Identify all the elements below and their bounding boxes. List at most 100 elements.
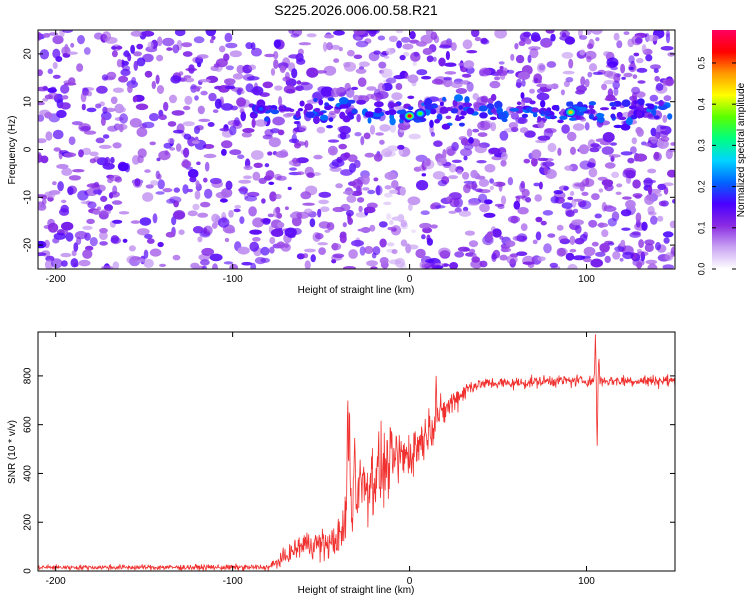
noise-blob [588,219,598,228]
noise-blob [584,122,590,131]
noise-blob [172,254,181,261]
noise-blob [643,177,653,188]
spectrogram-x-label: Height of straight line (km) [298,285,415,296]
noise-blob [635,37,643,44]
noise-blob [631,207,637,213]
noise-blob [415,248,426,259]
noise-blob [521,79,526,87]
noise-blob [369,30,379,33]
band-blob [305,111,315,118]
noise-blob [450,81,463,89]
band-blob [429,108,437,115]
noise-blob [315,70,327,74]
noise-blob [157,36,163,47]
noise-blob [622,169,632,178]
noise-blob [601,83,608,91]
noise-blob [383,201,392,206]
noise-blob [56,164,69,169]
noise-blob [347,217,354,225]
noise-blob [559,30,570,38]
noise-blob [564,165,573,171]
noise-blob [202,265,207,269]
noise-blob [516,251,528,256]
x-tick-label: 0 [407,274,413,285]
noise-blob [152,213,158,224]
band-blob [588,113,595,120]
noise-blob [110,235,120,244]
noise-blob [563,80,571,88]
noise-blob [662,231,674,238]
noise-blob [172,129,184,134]
noise-blob [187,210,198,217]
noise-blob [116,59,123,68]
noise-blob [463,180,474,184]
noise-blob [52,35,64,45]
noise-blob [331,158,345,168]
noise-blob [112,87,124,93]
band-blob [389,103,399,107]
noise-blob [299,81,310,86]
noise-blob [292,157,299,164]
noise-blob [184,77,195,83]
noise-blob [529,88,535,94]
noise-blob [556,224,564,231]
noise-blob [625,199,636,209]
noise-blob [99,231,108,241]
noise-blob [324,229,331,233]
noise-blob [219,198,228,203]
noise-blob [61,95,69,100]
noise-blob [44,112,53,119]
band-blob [364,111,374,118]
noise-blob [521,188,530,198]
noise-blob [400,219,407,228]
noise-blob [45,131,53,141]
noise-blob [660,125,666,130]
noise-blob [383,55,390,59]
noise-blob [497,204,505,210]
noise-blob [550,33,556,42]
noise-blob [354,36,362,40]
noise-blob [310,254,316,263]
noise-blob [38,101,45,106]
noise-blob [156,54,164,62]
noise-blob [320,206,330,212]
noise-blob [72,169,85,173]
noise-blob [399,186,406,196]
band-blob [621,99,631,107]
noise-blob [174,30,186,37]
noise-blob [207,122,215,127]
noise-blob [568,58,574,69]
noise-blob [412,61,417,67]
noise-blob [338,143,348,150]
noise-blob [437,179,448,187]
noise-blob [644,194,655,205]
noise-blob [363,206,376,214]
noise-blob [110,96,118,105]
noise-blob [243,175,252,180]
noise-blob [463,155,468,161]
noise-blob [498,61,505,65]
noise-blob [468,137,474,144]
band-blob [373,113,382,117]
noise-blob [466,81,474,92]
noise-blob [320,86,334,97]
noise-blob [632,179,641,189]
noise-blob [377,35,386,41]
noise-blob [587,71,593,78]
noise-blob [560,89,566,96]
band-blob [509,108,520,112]
noise-blob [569,235,576,245]
noise-blob [126,255,139,264]
noise-blob [107,177,114,184]
noise-blob [214,85,223,90]
noise-blob [332,253,345,259]
noise-blob [330,44,341,50]
noise-blob [178,229,185,235]
noise-blob [442,149,447,160]
noise-blob [352,178,363,189]
band-blob [282,107,292,112]
noise-blob [578,144,590,155]
noise-blob [143,249,149,259]
noise-blob [632,193,643,198]
noise-blob [118,75,129,83]
